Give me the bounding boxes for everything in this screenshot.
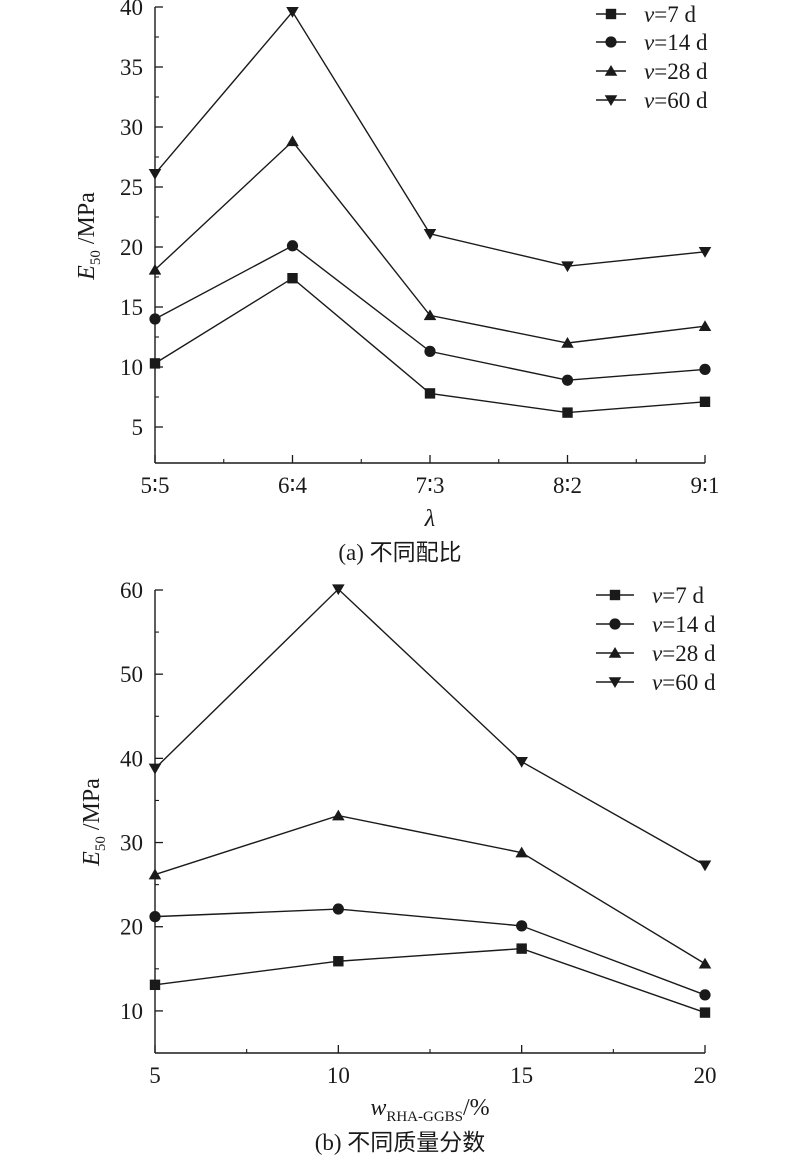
legend-label: v=7 d (652, 583, 704, 608)
legend-marker (608, 677, 622, 688)
x-tick-label: 8∶2 (553, 473, 582, 498)
data-point (332, 584, 345, 596)
x-tick-label: 6∶4 (278, 473, 307, 498)
data-point (149, 979, 161, 991)
data-point (561, 337, 574, 348)
y-tick-label: 35 (120, 55, 143, 80)
data-point (562, 407, 573, 418)
legend-marker (609, 618, 621, 630)
legend-marker (608, 647, 622, 658)
data-point (287, 273, 298, 284)
y-tick-label: 25 (120, 175, 143, 200)
data-point (424, 388, 436, 399)
data-point (561, 261, 574, 273)
y-tick-label: 40 (120, 0, 143, 20)
y-tick-label: 50 (120, 662, 143, 687)
series-line-v-7-d (154, 947, 706, 1014)
legend-marker (605, 36, 617, 48)
data-point (148, 868, 162, 880)
chart-a: 5 10 15 20 25 30 35 40 5∶5 6∶4 7∶3 8∶2 9∶1 λ E50 /MPa v… (74, 0, 720, 565)
y-tick-label: 30 (120, 115, 143, 140)
panel-caption: (b) 不同质量分数 (315, 1130, 486, 1155)
data-point (698, 957, 712, 969)
legend-marker (604, 95, 618, 106)
data-point (149, 911, 161, 923)
y-tick-label: 5 (132, 415, 144, 440)
data-point (423, 229, 437, 240)
data-point (286, 240, 299, 252)
legend-label: v=60 d (652, 670, 716, 695)
x-tick-label: 15 (510, 1063, 533, 1088)
legend-label: v=28 d (652, 641, 716, 666)
chart-b: 10 20 30 40 50 60 5 10 15 20 wRHA-GGBS/% E50 /MPa v=… (79, 578, 717, 1155)
legend-label: v=28 d (644, 59, 708, 84)
series-line-v-60-d (154, 588, 706, 866)
legend-marker (609, 589, 621, 601)
data-point (516, 920, 528, 932)
series-line-v-60-d (154, 10, 706, 267)
legend: v=7 d v=14 d v=28 d v=60 d (596, 583, 716, 695)
legend-marker (604, 65, 618, 76)
data-point (332, 809, 345, 821)
x-axis-label: wRHA-GGBS/% (370, 1095, 489, 1125)
x-tick-label: 7∶3 (416, 473, 445, 498)
data-point (515, 846, 528, 858)
x-tick-label: 20 (694, 1063, 717, 1088)
data-point (699, 1007, 711, 1018)
data-point (332, 903, 344, 915)
series-line-v-28-d (154, 814, 706, 965)
data-point (149, 313, 161, 325)
series-line-v-14-d (154, 908, 706, 996)
data-point (148, 169, 162, 180)
data-point (698, 320, 712, 331)
data-point (516, 943, 527, 954)
legend: v=7 d v=14 d v=28 d v=60 d (596, 2, 708, 113)
data-point (148, 263, 162, 275)
y-tick-label: 10 (120, 355, 143, 380)
data-point (561, 374, 574, 386)
data-point (423, 309, 437, 321)
y-tick-label: 20 (120, 235, 143, 260)
data-point (699, 396, 711, 407)
y-axis-label: E50 /MPa (79, 778, 109, 867)
y-tick-label: 30 (120, 831, 143, 856)
data-point (698, 247, 712, 258)
data-point (149, 358, 161, 369)
data-point (515, 756, 528, 768)
y-tick-label: 15 (120, 295, 143, 320)
legend-marker (605, 8, 617, 20)
data-point (148, 763, 162, 775)
data-point (333, 956, 344, 967)
data-point (698, 860, 712, 872)
legend-label: v=14 d (644, 30, 708, 55)
y-axis-label: E50 /MPa (74, 192, 104, 281)
legend-label: v=7 d (644, 2, 696, 27)
data-point (286, 135, 299, 147)
data-point (424, 345, 436, 358)
data-point (286, 7, 299, 18)
y-tick-label: 20 (120, 915, 143, 940)
legend-label: v=60 d (644, 88, 708, 113)
x-tick-label: 10 (327, 1063, 350, 1088)
data-point (699, 363, 711, 376)
y-tick-label: 60 (120, 578, 143, 603)
x-tick-label: 5∶5 (141, 473, 170, 498)
data-point (699, 989, 711, 1001)
x-tick-label: 9∶1 (691, 473, 720, 498)
legend-label: v=14 d (652, 612, 716, 637)
x-tick-label: 5 (149, 1063, 161, 1088)
y-tick-label: 10 (120, 999, 143, 1024)
y-tick-label: 40 (120, 746, 143, 771)
panel-caption: (a) 不同配比 (338, 540, 461, 565)
x-axis-label: λ (424, 506, 435, 532)
